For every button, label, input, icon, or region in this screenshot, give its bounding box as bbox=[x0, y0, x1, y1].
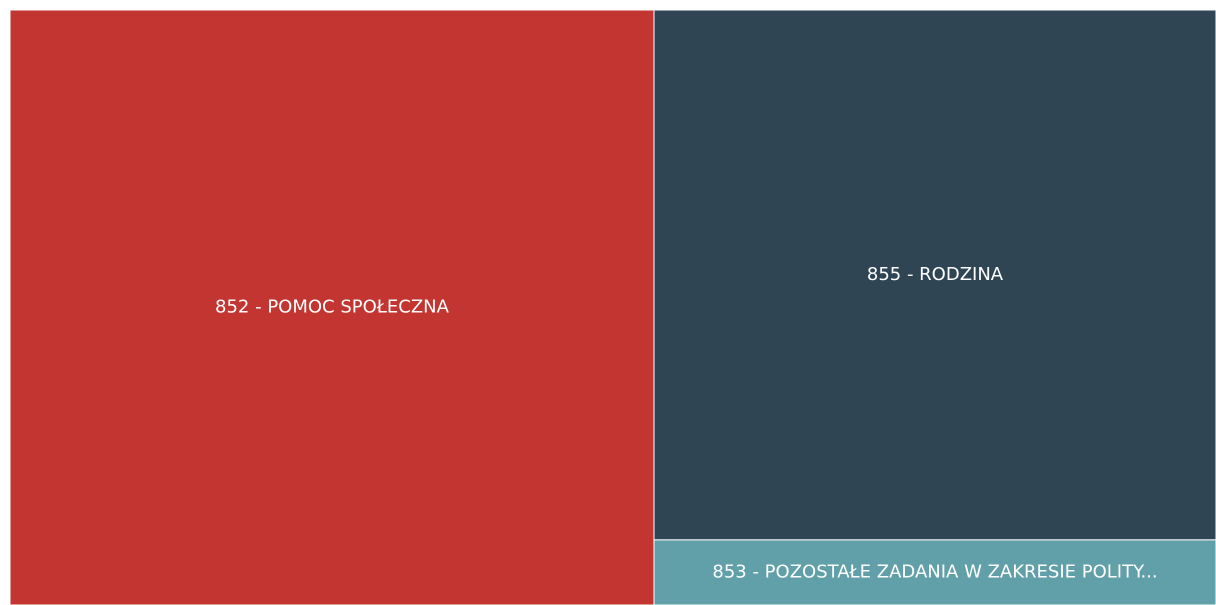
treemap-cell bbox=[653, 9, 1216, 541]
cell-label: 852 - POMOC SPOŁECZNA bbox=[215, 297, 450, 318]
treemap-cell bbox=[9, 9, 655, 605]
cell-label: 855 - RODZINA bbox=[867, 264, 1004, 285]
treemap-cell bbox=[653, 539, 1216, 605]
cell-label: 853 - POZOSTAŁE ZADANIA W ZAKRESIE POLIT… bbox=[712, 561, 1157, 582]
